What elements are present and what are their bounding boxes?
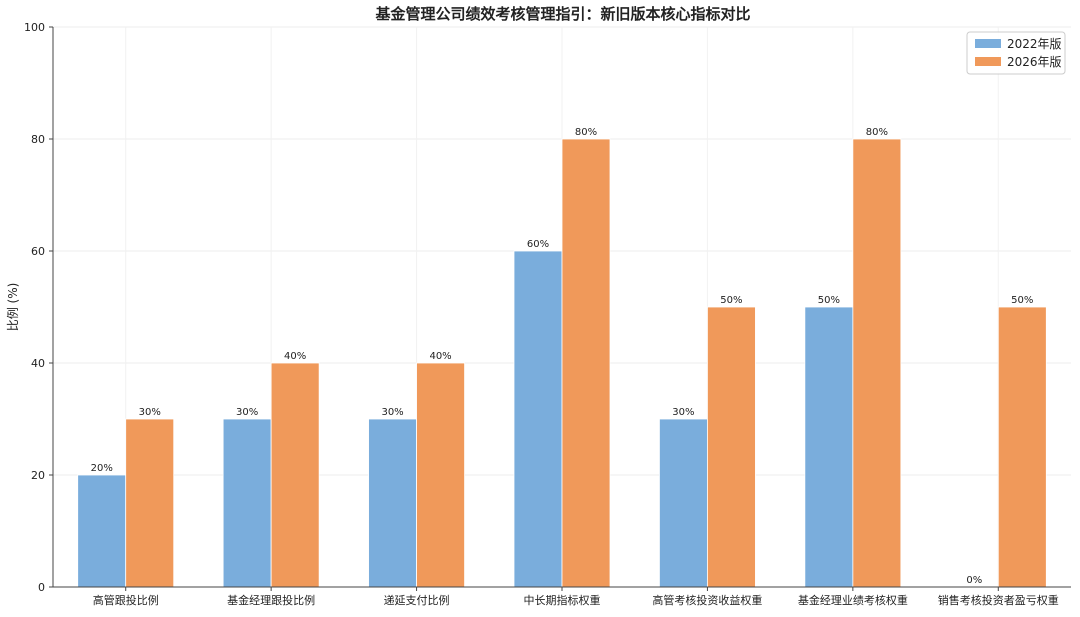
x-tick-label: 高管考核投资收益权重: [652, 593, 762, 607]
bar-new: [416, 362, 465, 588]
y-tick-label: 20: [31, 469, 45, 482]
bar-value-label: 30%: [236, 407, 258, 418]
bar-value-label: 80%: [575, 127, 597, 138]
y-tick-label: 100: [24, 21, 45, 34]
axes: 0 20 40 60 80 100 高管跟投比例 基金经理跟投比例 递延支付比例 中长期指标权重 高…: [24, 21, 1071, 607]
x-tick-label: 中长期指标权重: [524, 593, 601, 607]
bar-value-label: 40%: [429, 351, 451, 362]
y-axis-label: 比例 (%): [6, 283, 20, 332]
legend-swatch: [975, 39, 1001, 48]
y-tick-label: 80: [31, 133, 45, 146]
bar-value-label: 50%: [818, 295, 840, 306]
bar-new: [125, 418, 175, 588]
bar-old: [513, 250, 563, 588]
legend-swatch: [975, 57, 1001, 66]
bar-old: [222, 418, 272, 588]
legend: 2022年版 2026年版: [966, 31, 1066, 75]
bar-value-labels: 20% 30% 30% 60% 30% 50% 0% 30% 40% 40% 80% 50% 80% 50…: [91, 127, 1034, 586]
x-tick-label: 基金经理业绩考核权重: [798, 593, 908, 607]
y-tick-label: 40: [31, 357, 45, 370]
chart-title: 基金管理公司绩效考核管理指引：新旧版本核心指标对比: [374, 5, 750, 23]
bar-new: [852, 138, 902, 588]
y-tick-label: 60: [31, 245, 45, 258]
bar-value-label: 30%: [381, 407, 403, 418]
bar-value-label: 40%: [284, 351, 306, 362]
x-tick-label: 递延支付比例: [384, 593, 450, 607]
bar-new: [997, 306, 1047, 588]
bar-old: [368, 418, 417, 588]
x-tick-label: 基金经理跟投比例: [227, 593, 315, 607]
bar-new: [707, 306, 756, 588]
bar-value-label: 20%: [91, 463, 113, 474]
legend-label: 2022年版: [1007, 37, 1062, 51]
y-tick-label: 0: [38, 581, 45, 594]
bar-value-label: 50%: [720, 295, 742, 306]
bar-new: [270, 362, 320, 588]
bar-value-label: 50%: [1011, 295, 1033, 306]
x-tick-label: 销售考核投资者盈亏权重: [938, 593, 1059, 607]
bar-value-label: 30%: [139, 407, 161, 418]
bar-old: [659, 418, 708, 588]
x-tick-label: 高管跟投比例: [93, 593, 159, 607]
bar-value-label: 60%: [527, 239, 549, 250]
bar-old: [804, 306, 854, 588]
bar-value-label: 80%: [866, 127, 888, 138]
bars: [77, 138, 1047, 588]
bar-new: [561, 138, 611, 588]
bar-value-label: 30%: [672, 407, 694, 418]
bar-value-label: 0%: [966, 575, 982, 586]
bar-old: [77, 474, 127, 588]
legend-label: 2026年版: [1007, 55, 1062, 69]
